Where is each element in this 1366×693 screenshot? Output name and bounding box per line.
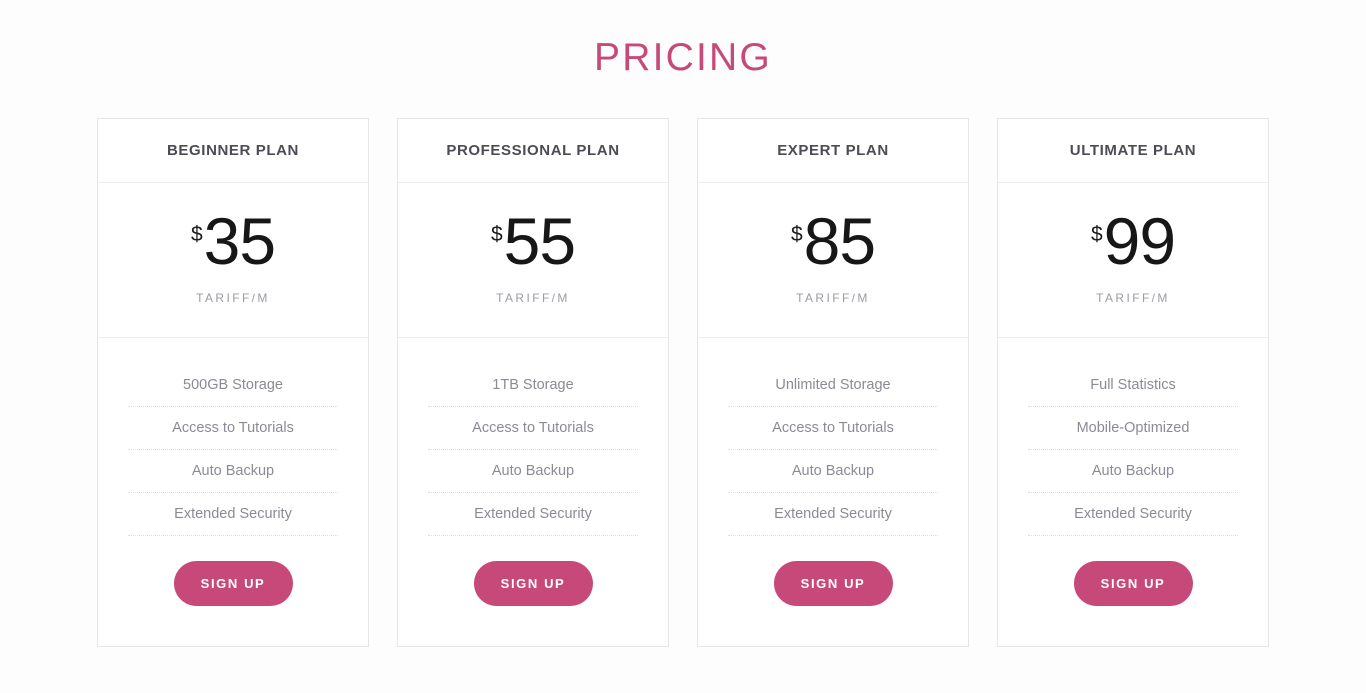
feature-item: Extended Security	[1028, 493, 1238, 536]
feature-item: Extended Security	[128, 493, 338, 536]
pricing-cards-row: BEGINNER PLAN $ 35 TARIFF/M 500GB Storag…	[97, 118, 1269, 647]
plan-header: PROFESSIONAL PLAN	[398, 119, 668, 183]
pricing-card-expert: EXPERT PLAN $ 85 TARIFF/M Unlimited Stor…	[697, 118, 969, 647]
feature-item: Mobile-Optimized	[1028, 407, 1238, 450]
plan-features: 1TB Storage Access to Tutorials Auto Bac…	[398, 338, 668, 646]
feature-item: Extended Security	[728, 493, 938, 536]
price-period: TARIFF/M	[1096, 290, 1170, 305]
plan-name: BEGINNER PLAN	[167, 142, 299, 159]
feature-item: Access to Tutorials	[428, 407, 638, 450]
feature-item: Auto Backup	[428, 450, 638, 493]
pricing-card-ultimate: ULTIMATE PLAN $ 99 TARIFF/M Full Statist…	[997, 118, 1269, 647]
plan-price-block: $ 35 TARIFF/M	[98, 183, 368, 338]
sign-up-button[interactable]: SIGN UP	[473, 561, 593, 606]
currency-symbol: $	[190, 223, 203, 247]
sign-up-button[interactable]: SIGN UP	[1073, 561, 1193, 606]
signup-container: SIGN UP	[728, 536, 938, 606]
sign-up-button[interactable]: SIGN UP	[173, 561, 293, 606]
plan-price-block: $ 55 TARIFF/M	[398, 183, 668, 338]
currency-symbol: $	[1090, 223, 1103, 247]
signup-container: SIGN UP	[428, 536, 638, 606]
plan-features: 500GB Storage Access to Tutorials Auto B…	[98, 338, 368, 646]
feature-item: Access to Tutorials	[728, 407, 938, 450]
plan-header: ULTIMATE PLAN	[998, 119, 1268, 183]
feature-item: Extended Security	[428, 493, 638, 536]
plan-header: EXPERT PLAN	[698, 119, 968, 183]
plan-price: $ 85	[790, 204, 876, 279]
signup-container: SIGN UP	[1028, 536, 1238, 606]
plan-name: PROFESSIONAL PLAN	[446, 142, 620, 159]
currency-symbol: $	[790, 223, 803, 247]
feature-item: Unlimited Storage	[728, 364, 938, 407]
page-title: PRICING	[594, 36, 772, 79]
signup-container: SIGN UP	[128, 536, 338, 606]
plan-name: EXPERT PLAN	[777, 142, 889, 159]
plan-price: $ 55	[490, 204, 576, 279]
price-amount: 85	[803, 204, 876, 279]
price-period: TARIFF/M	[796, 290, 870, 305]
plan-features: Full Statistics Mobile-Optimized Auto Ba…	[998, 338, 1268, 646]
price-period: TARIFF/M	[196, 290, 270, 305]
price-amount: 99	[1103, 204, 1176, 279]
pricing-card-beginner: BEGINNER PLAN $ 35 TARIFF/M 500GB Storag…	[97, 118, 369, 647]
plan-header: BEGINNER PLAN	[98, 119, 368, 183]
currency-symbol: $	[490, 223, 503, 247]
feature-item: 500GB Storage	[128, 364, 338, 407]
pricing-card-professional: PROFESSIONAL PLAN $ 55 TARIFF/M 1TB Stor…	[397, 118, 669, 647]
feature-item: Full Statistics	[1028, 364, 1238, 407]
plan-price: $ 35	[190, 204, 276, 279]
plan-price-block: $ 99 TARIFF/M	[998, 183, 1268, 338]
plan-price-block: $ 85 TARIFF/M	[698, 183, 968, 338]
sign-up-button[interactable]: SIGN UP	[773, 561, 893, 606]
feature-item: Auto Backup	[128, 450, 338, 493]
plan-name: ULTIMATE PLAN	[1069, 142, 1197, 159]
plan-features: Unlimited Storage Access to Tutorials Au…	[698, 338, 968, 646]
plan-price: $ 99	[1090, 204, 1176, 279]
price-amount: 55	[503, 204, 576, 279]
feature-item: Access to Tutorials	[128, 407, 338, 450]
feature-item: 1TB Storage	[428, 364, 638, 407]
feature-item: Auto Backup	[1028, 450, 1238, 493]
price-amount: 35	[203, 204, 276, 279]
price-period: TARIFF/M	[496, 290, 570, 305]
feature-item: Auto Backup	[728, 450, 938, 493]
